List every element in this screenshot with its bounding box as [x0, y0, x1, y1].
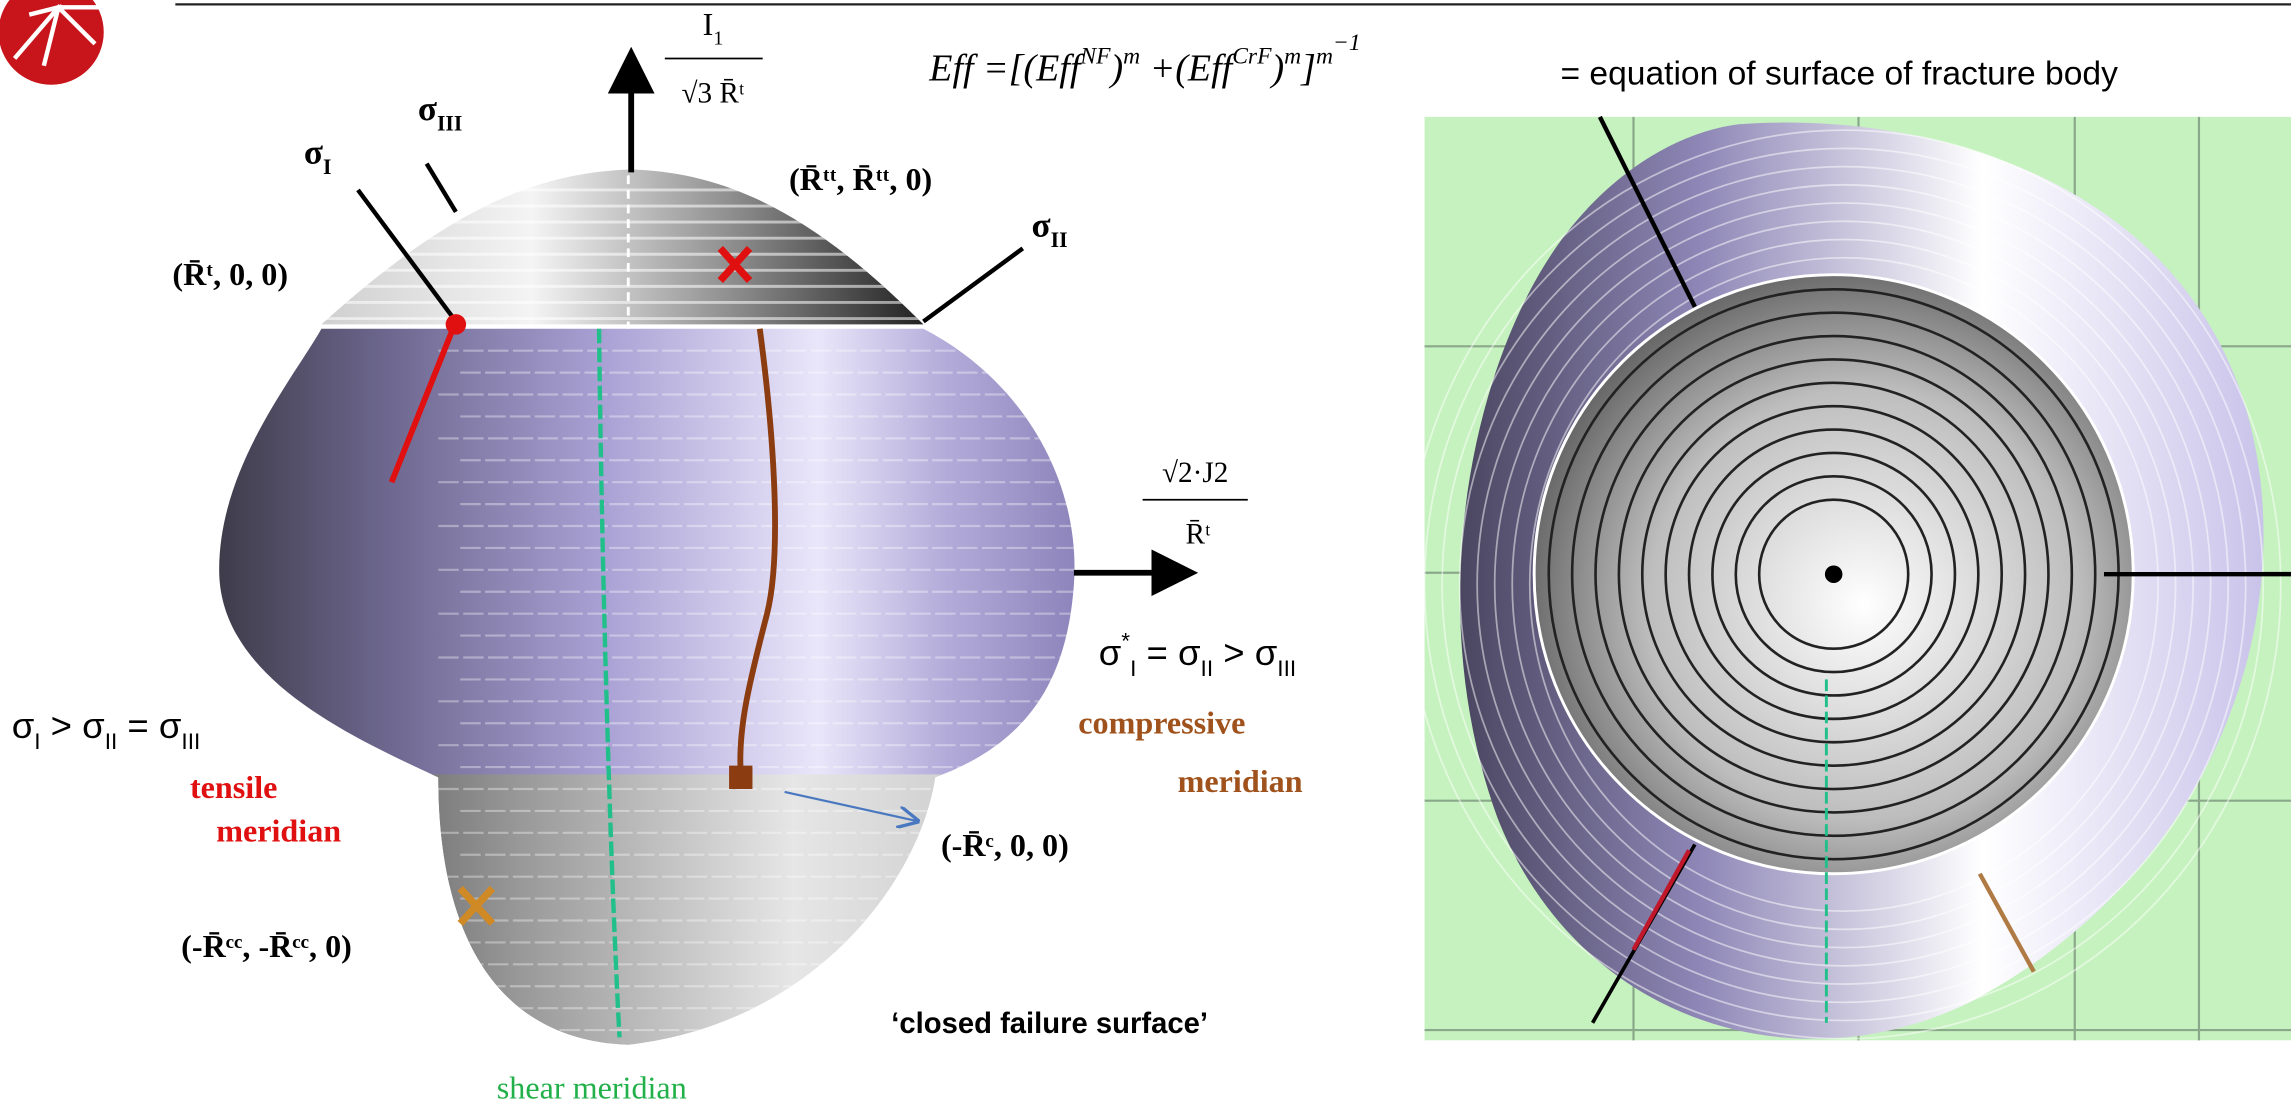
- text-segment: σ: [1099, 632, 1122, 673]
- stress-axis-label: σI: [304, 133, 332, 180]
- equation-caption: = equation of surface of fracture body: [1560, 56, 2118, 93]
- note: ‘closed failure surface’: [891, 1008, 1208, 1040]
- text-segment: NF: [1079, 43, 1111, 69]
- tensile-meridian: meridian: [216, 813, 341, 849]
- text-segment: *: [1121, 628, 1130, 653]
- text-segment: > σ: [41, 705, 105, 746]
- text-segment: I: [323, 155, 331, 179]
- axis-right-denominator: R̄ᵗ: [1186, 519, 1211, 551]
- page: Eff =[(EffNF)m +(EffCrF)m]m−1 = equation…: [0, 0, 2291, 1109]
- text-segment: −1: [1333, 30, 1361, 56]
- text-segment: +(: [1140, 47, 1190, 89]
- text-segment: =[(: [974, 47, 1039, 89]
- text-segment: ]: [1300, 47, 1316, 89]
- text-segment: II: [1051, 228, 1068, 252]
- text-segment: III: [1277, 656, 1296, 681]
- point-label: (-R̄ᶜᶜ, -R̄ᶜᶜ, 0): [181, 928, 352, 964]
- point-label: (R̄ᵗ, 0, 0): [172, 256, 288, 292]
- text-segment: 1: [713, 28, 723, 50]
- text-segment: Eff: [928, 47, 978, 89]
- top-view: [1407, 117, 2291, 1040]
- text-segment: ): [1108, 47, 1123, 89]
- text-segment: m: [1316, 43, 1333, 69]
- text-segment: = σ: [1136, 632, 1200, 673]
- slide: Eff =[(EffNF)m +(EffCrF)m]m−1 = equation…: [0, 0, 2291, 1109]
- text-segment: σ: [12, 705, 35, 746]
- text-segment: > σ: [1213, 632, 1277, 673]
- text-segment: σ: [1032, 206, 1051, 245]
- text-segment: II: [1201, 656, 1214, 681]
- compressive-meridian: meridian: [1178, 763, 1303, 799]
- logo: [0, 0, 104, 85]
- text-segment: II: [105, 729, 118, 754]
- compressive-meridian: compressive: [1078, 704, 1245, 740]
- text-segment: CrF: [1232, 43, 1272, 69]
- condition: σ*I = σII > σIII: [1099, 628, 1296, 680]
- axis-top-denominator: √3 R̄ᵗ: [681, 77, 744, 109]
- text-segment: Eff: [1035, 47, 1085, 89]
- point-label: (-R̄ᶜ, 0, 0): [941, 827, 1069, 863]
- text-segment: σ: [304, 133, 323, 172]
- text-segment: = σ: [117, 705, 181, 746]
- equation: Eff =[(EffNF)m +(EffCrF)m]m−1: [928, 30, 1360, 89]
- shear-meridian: shear meridian: [497, 1070, 687, 1106]
- text-segment: σ: [418, 89, 437, 128]
- text-segment: ): [1269, 47, 1284, 89]
- text-segment: III: [437, 111, 462, 135]
- condition: σI > σII = σIII: [12, 705, 201, 754]
- tensile-meridian: tensile: [190, 769, 277, 805]
- point-label: (R̄ᵗᵗ, R̄ᵗᵗ, 0): [789, 161, 932, 197]
- text-segment: III: [181, 729, 200, 754]
- text-segment: Eff: [1187, 47, 1237, 89]
- axis-right-numerator: √2·J2: [1162, 457, 1228, 489]
- text-segment: I: [703, 6, 714, 42]
- text-segment: m: [1123, 43, 1140, 69]
- axis-top-numerator: I1: [703, 6, 724, 50]
- text-segment: m: [1284, 43, 1301, 69]
- stress-axis-label: σII: [1032, 206, 1068, 253]
- stress-axis-label: σIII: [418, 89, 462, 136]
